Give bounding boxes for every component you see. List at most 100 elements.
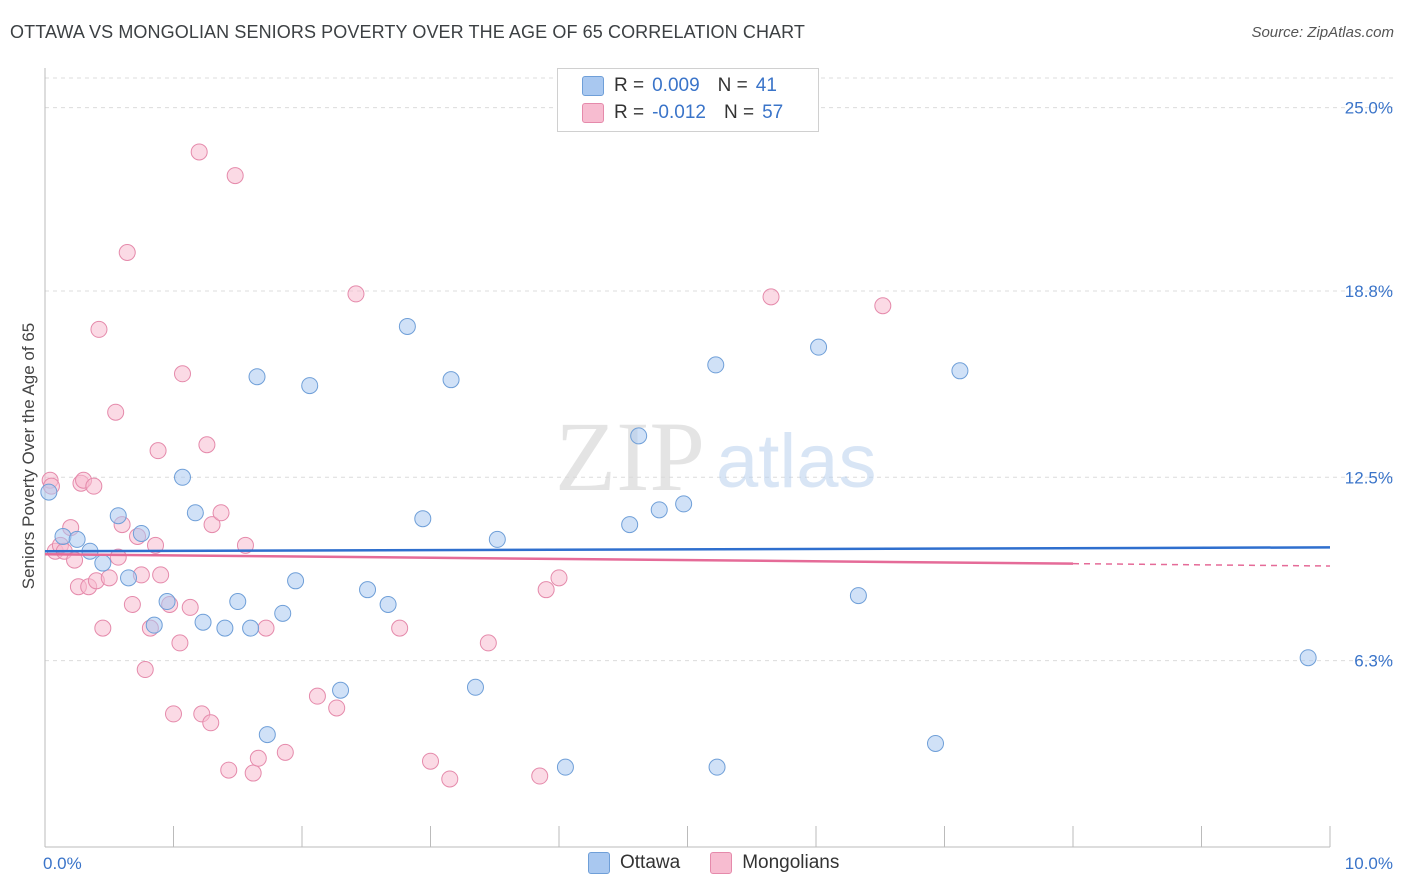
ottawa-point bbox=[650, 501, 668, 519]
mongolians-point bbox=[479, 634, 497, 652]
ottawa-point bbox=[158, 593, 176, 611]
mongolians-point bbox=[244, 764, 262, 782]
ottawa-point bbox=[332, 681, 350, 699]
mongolians-trend-line bbox=[44, 552, 1074, 565]
y-tick-label: 25.0% bbox=[1345, 99, 1393, 118]
mongolians-swatch bbox=[582, 103, 604, 123]
y-tick-label: 18.8% bbox=[1345, 282, 1393, 301]
mongolians-point bbox=[236, 536, 254, 554]
ottawa-point bbox=[849, 587, 867, 605]
correlation-legend: R = 0.009 N = 41 R = -0.012 N = 57 bbox=[557, 68, 819, 132]
legend-r-label: R = bbox=[614, 75, 645, 96]
mongolians-point bbox=[762, 288, 780, 306]
ottawa-point bbox=[145, 616, 163, 634]
mongolians-point bbox=[94, 619, 112, 637]
mongolians-point bbox=[308, 687, 326, 705]
watermark-zip: ZIP bbox=[555, 401, 705, 512]
ottawa-point bbox=[442, 371, 460, 389]
mongolians-point bbox=[441, 770, 459, 788]
ottawa-legend-label: Ottawa bbox=[620, 852, 681, 873]
axes bbox=[44, 68, 1331, 848]
mongolians-point bbox=[171, 634, 189, 652]
mongolians-point bbox=[220, 761, 238, 779]
y-tick-label: 12.5% bbox=[1345, 468, 1393, 487]
mongolians-legend-label: Mongolians bbox=[742, 852, 840, 873]
legend-n-value: 41 bbox=[755, 75, 777, 96]
mongolians-point bbox=[85, 477, 103, 495]
ottawa-point bbox=[258, 726, 276, 744]
legend-item-mongolians: Mongolians bbox=[710, 852, 839, 874]
mongolians-point bbox=[165, 705, 182, 723]
ottawa-point bbox=[359, 581, 377, 599]
chart-title: OTTAWA VS MONGOLIAN SENIORS POVERTY OVER… bbox=[10, 22, 806, 42]
ottawa-point bbox=[186, 504, 204, 522]
mongolians-point bbox=[173, 365, 191, 383]
mongolians-point bbox=[226, 167, 244, 185]
legend-row-ottawa: R = 0.009 N = 41 bbox=[582, 74, 777, 98]
mongolians-point bbox=[123, 595, 141, 613]
ottawa-point bbox=[216, 619, 234, 637]
mongolians-point bbox=[328, 699, 346, 717]
ottawa-point bbox=[675, 495, 693, 513]
mongolians-point bbox=[202, 714, 220, 732]
ottawa-point bbox=[927, 734, 945, 752]
legend-n-value: 57 bbox=[762, 102, 784, 123]
mongolians-point bbox=[537, 581, 555, 599]
y-tick-label: 6.3% bbox=[1354, 652, 1393, 671]
ottawa-point bbox=[287, 572, 305, 590]
mongolians-point bbox=[90, 320, 108, 338]
ottawa-point bbox=[810, 338, 828, 356]
legend-r-value: 0.009 bbox=[652, 75, 700, 96]
ottawa-point bbox=[94, 554, 112, 572]
mongolians-point bbox=[212, 504, 230, 522]
watermark-atlas: atlas bbox=[716, 419, 877, 504]
x-tick-label: 10.0% bbox=[1345, 854, 1393, 873]
ottawa-point bbox=[414, 510, 432, 528]
ottawa-point bbox=[379, 595, 397, 613]
mongolians-legend-swatch bbox=[710, 852, 733, 874]
y-axis-label: Seniors Poverty Over the Age of 65 bbox=[19, 323, 38, 589]
mongolians-point bbox=[422, 752, 439, 770]
mongolians-point bbox=[190, 143, 208, 161]
mongolians-point bbox=[109, 548, 127, 566]
legend-r-value: -0.012 bbox=[652, 102, 706, 123]
mongolians-point bbox=[874, 297, 892, 315]
ottawa-point bbox=[707, 356, 725, 374]
chart-source: Source: ZipAtlas.com bbox=[1251, 24, 1394, 41]
trend-lines bbox=[44, 546, 1331, 567]
x-tick-labels: 0.0% 10.0% bbox=[43, 854, 1393, 873]
mongolians-point bbox=[276, 743, 294, 761]
ottawa-point bbox=[173, 468, 191, 486]
legend-row-mongolians: R = -0.012 N = 57 bbox=[582, 101, 783, 125]
ottawa-point bbox=[132, 524, 150, 542]
ottawa-point bbox=[556, 758, 574, 776]
legend-n-label: N = bbox=[717, 75, 748, 96]
mongolians-point bbox=[147, 536, 165, 554]
ottawa-point bbox=[621, 516, 639, 534]
ottawa-point bbox=[248, 368, 266, 386]
mongolians-point bbox=[347, 285, 365, 303]
ottawa-point bbox=[466, 678, 484, 696]
ottawa-point bbox=[242, 619, 260, 637]
y-tick-labels: 6.3% 12.5% 18.8% 25.0% bbox=[1345, 99, 1393, 671]
legend-n-label: N = bbox=[723, 102, 755, 123]
mongolians-point bbox=[198, 436, 216, 454]
ottawa-point bbox=[229, 593, 247, 611]
ottawa-point bbox=[301, 377, 319, 395]
ottawa-point bbox=[194, 613, 212, 631]
legend-r-label: R = bbox=[614, 102, 645, 123]
ottawa-point bbox=[68, 530, 86, 548]
ottawa-point bbox=[630, 427, 648, 445]
mongolians-point bbox=[531, 767, 549, 785]
ottawa-point bbox=[398, 317, 416, 335]
mongolians-point bbox=[203, 516, 221, 534]
ottawa-point bbox=[274, 604, 292, 622]
mongolians-trend-extension bbox=[1072, 562, 1331, 567]
ottawa-point bbox=[109, 507, 127, 525]
mongolians-point bbox=[107, 403, 125, 421]
legend-item-ottawa: Ottawa bbox=[588, 852, 680, 874]
ottawa-swatch bbox=[582, 76, 604, 96]
mongolians-point bbox=[181, 598, 199, 616]
series-mongolians bbox=[41, 143, 892, 788]
